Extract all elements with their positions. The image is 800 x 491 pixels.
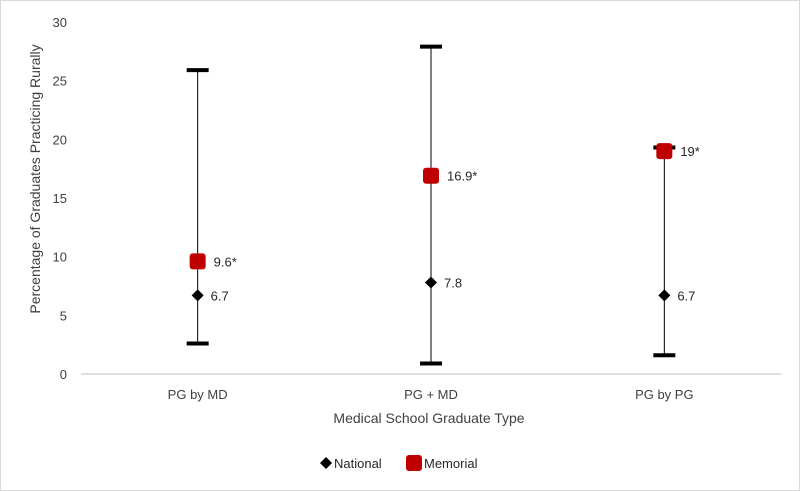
y-tick-label: 20 (53, 132, 67, 147)
legend-national-marker (320, 457, 332, 469)
y-tick-label: 25 (53, 74, 67, 89)
national-data-label: 6.7 (211, 288, 229, 303)
legend-national-label: National (334, 456, 382, 471)
memorial-point (656, 143, 673, 160)
memorial-data-label: 16.9* (447, 169, 477, 184)
national-point (658, 289, 671, 302)
x-category-label: PG + MD (404, 387, 458, 402)
y-tick-label: 30 (53, 15, 67, 30)
memorial-data-label: 19* (680, 144, 700, 159)
memorial-point (189, 253, 206, 270)
memorial-point (423, 167, 439, 184)
x-axis-title: Medical School Graduate Type (333, 410, 524, 426)
y-tick-label: 5 (60, 308, 67, 323)
national-point (425, 276, 437, 289)
range-bars (186, 44, 676, 366)
y-tick-label: 0 (60, 367, 67, 382)
y-axis-title: Percentage of Graduates Practicing Rural… (27, 44, 43, 313)
legend: National Memorial (320, 455, 478, 471)
y-tick-label: 10 (53, 250, 67, 265)
legend-memorial-label: Memorial (424, 456, 478, 471)
x-category-label: PG by PG (635, 387, 694, 402)
data-points: 6.7 7.8 6.7 9.6* 16.9* 19* (189, 143, 700, 303)
national-data-label: 7.8 (444, 275, 462, 290)
memorial-data-label: 9.6* (214, 254, 237, 269)
national-data-label: 6.7 (677, 288, 695, 303)
legend-memorial-marker (406, 455, 422, 471)
national-point (191, 289, 204, 302)
y-tick-label: 15 (53, 191, 67, 206)
x-category-label: PG by MD (168, 387, 228, 402)
axes: 0 5 10 15 20 25 30 PG by MD PG + MD PG by PG (53, 15, 781, 402)
